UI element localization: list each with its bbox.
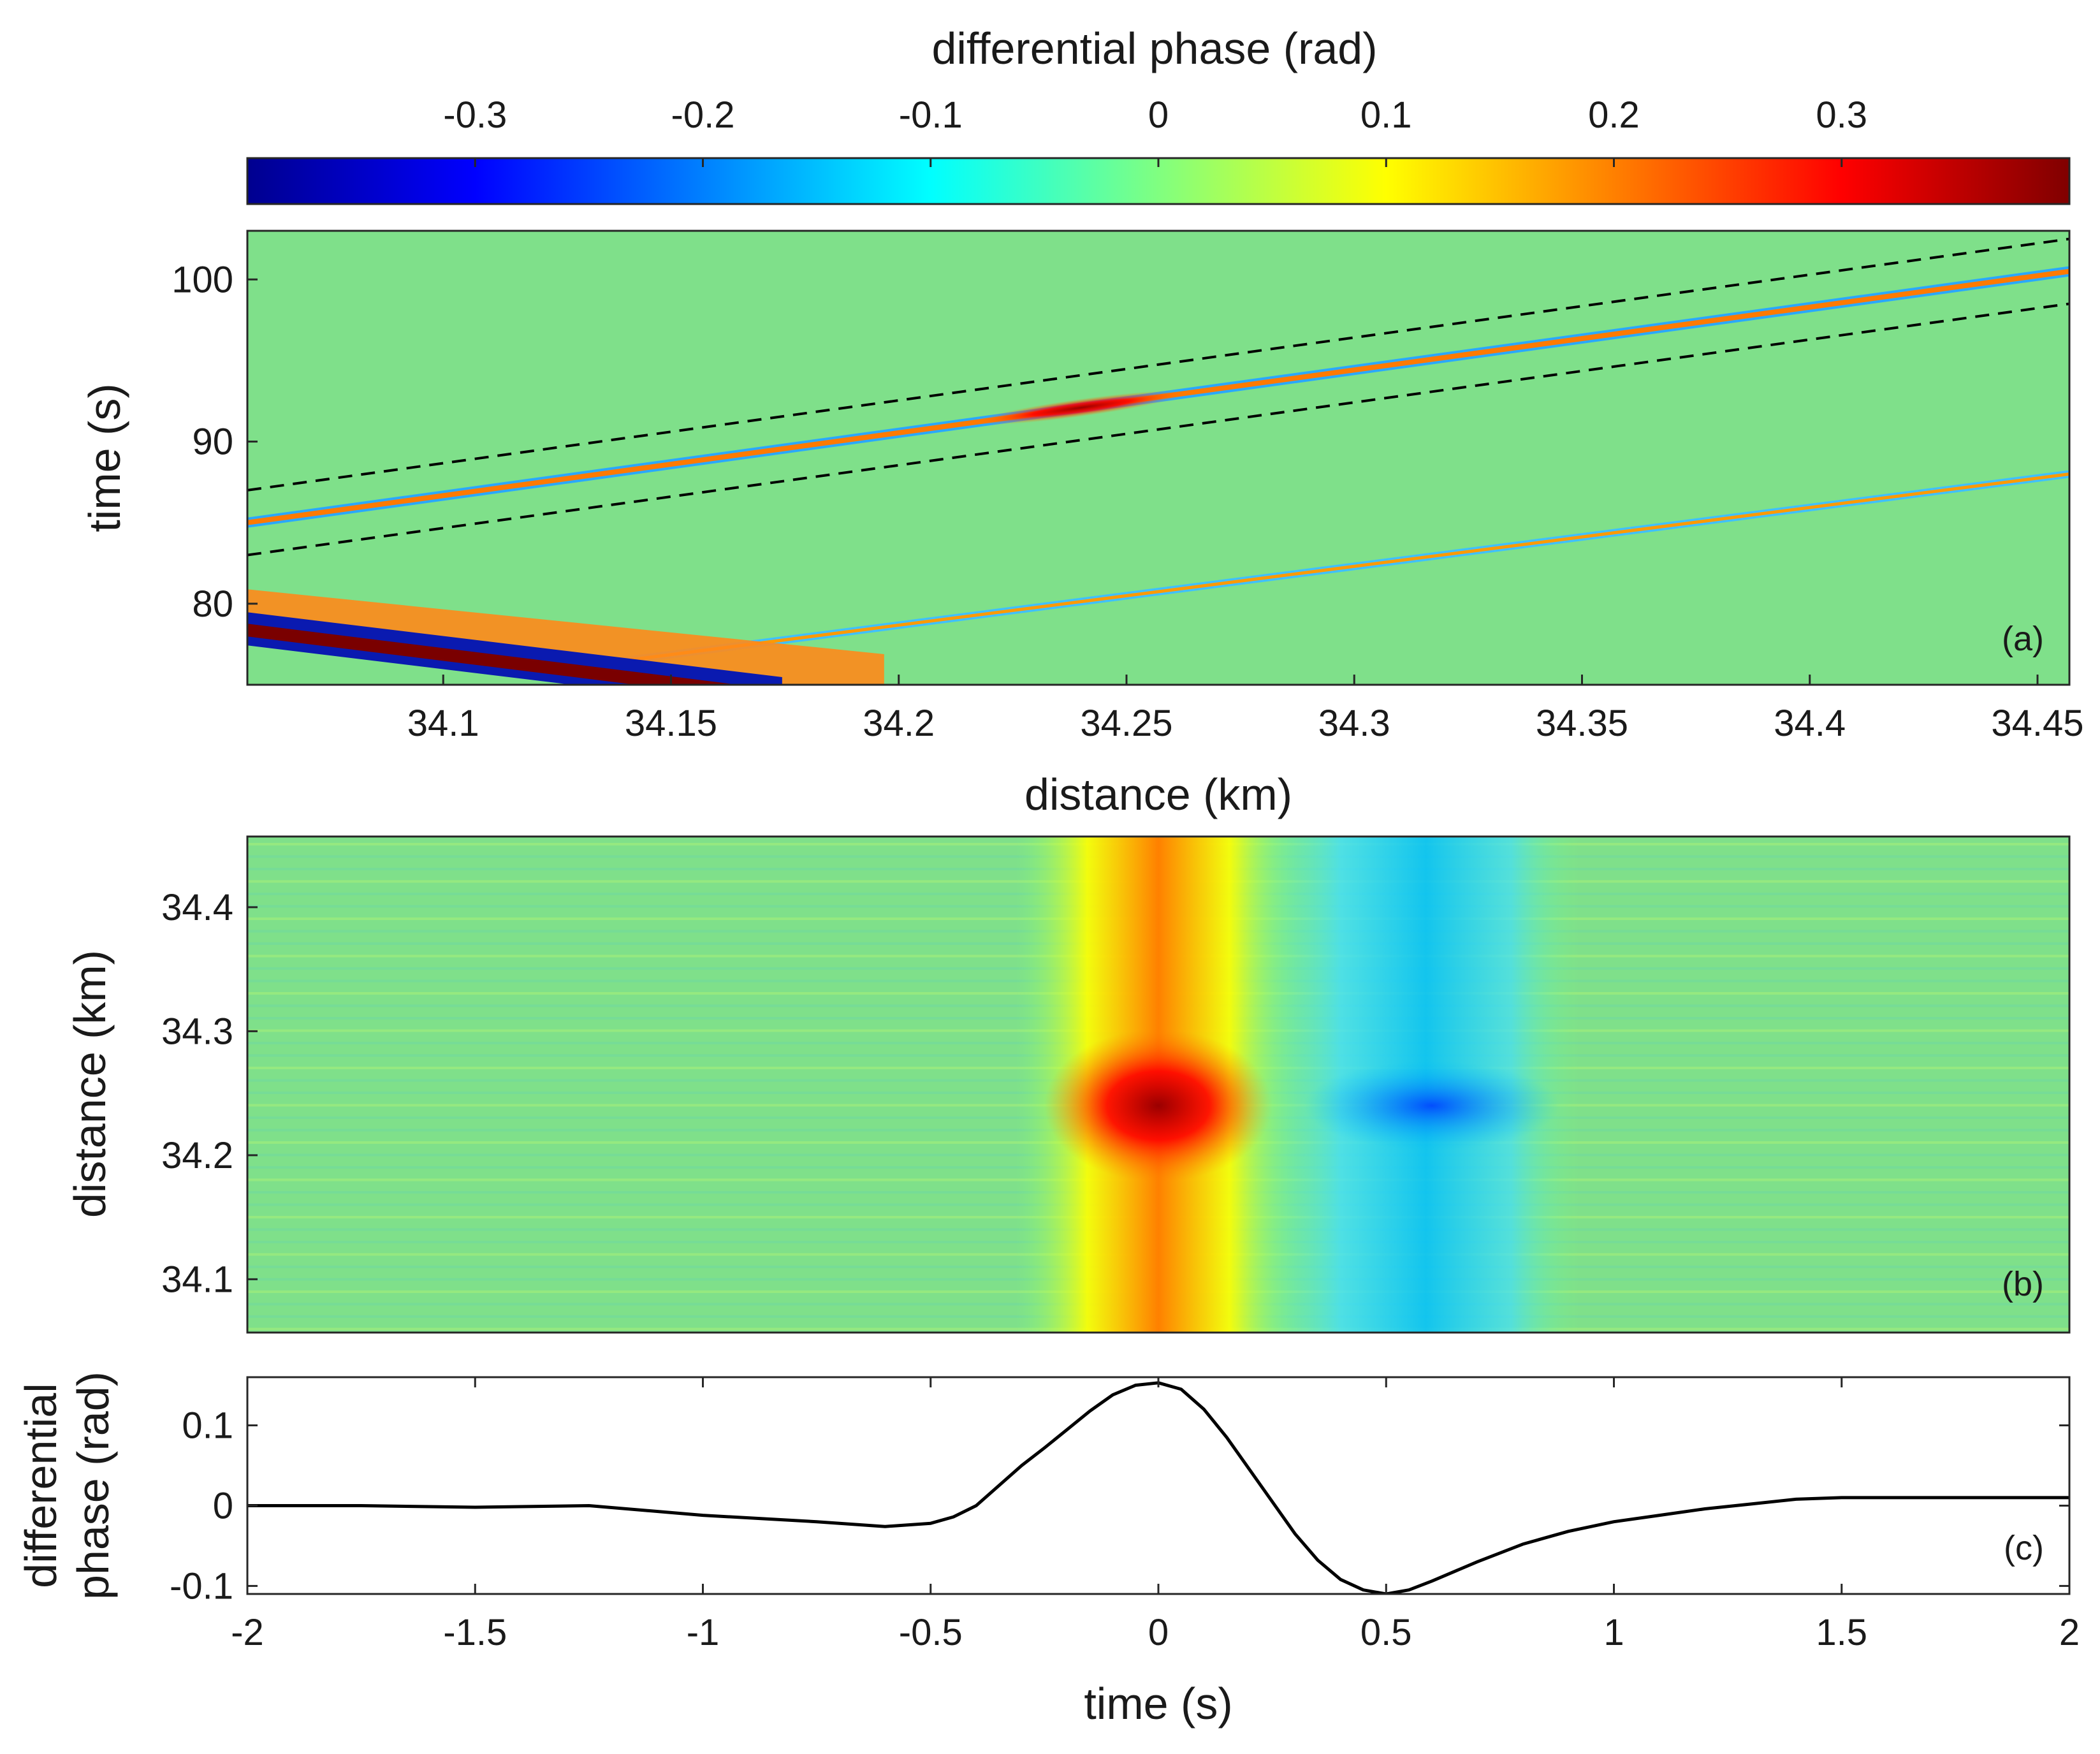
- colorbar-tick-label: 0: [1148, 94, 1169, 136]
- panel-a-ticks: 34.1 34.15 34.2 34.25 34.3 34.35 34.4 34.45 80 90…: [171, 259, 2083, 744]
- panel-c-ytick-label: 0: [213, 1485, 233, 1526]
- panel-a-ytick-label: 100: [171, 259, 233, 300]
- colorbar-tick-label: 0.3: [1816, 94, 1867, 136]
- panel-a: 34.1 34.15 34.2 34.25 34.3 34.35 34.4 34.45 80 90…: [80, 230, 2084, 819]
- panel-a-xtick-label: 34.35: [1536, 703, 1628, 744]
- panel-c-tag: (c): [2004, 1529, 2044, 1567]
- panel-b-tag: (b): [2002, 1265, 2044, 1303]
- colorbar-tick-label: 0.2: [1588, 94, 1640, 136]
- panel-c-ytick-label: -0.1: [170, 1565, 233, 1607]
- panel-b: 34.1 34.2 34.3 34.4 distance (km) (b): [65, 835, 2071, 1334]
- positive-band-peak: [1044, 1029, 1272, 1183]
- panel-c-xtick-label: -2: [231, 1612, 264, 1653]
- main-wave-peak: [973, 390, 1188, 425]
- window-line-lower: [247, 302, 2069, 557]
- panel-a-xtick-label: 34.2: [863, 703, 935, 744]
- colorbar-title: differential phase (rad): [931, 24, 1377, 73]
- colorbar-tick-label: -0.1: [899, 94, 963, 136]
- panel-c-xtick-label: 0: [1148, 1612, 1169, 1653]
- colorbar: differential phase (rad) -0.3 -0.2 -0.1 0 0.…: [246, 24, 2071, 205]
- near-field-orange: [247, 589, 884, 685]
- panel-b-ytick-label: 34.3: [161, 1011, 233, 1052]
- near-field-red: [247, 624, 739, 685]
- panel-c-ylabel-line1: differential: [16, 1383, 66, 1588]
- panel-b-ylabel: distance (km): [65, 950, 115, 1218]
- panel-a-ylabel: time (s): [80, 383, 129, 532]
- colorbar-tick-label: -0.3: [443, 94, 507, 136]
- panel-c-xtick-label: 2: [2059, 1612, 2080, 1653]
- panel-c-xtick-label: -0.5: [899, 1612, 963, 1653]
- panel-a-xtick-label: 34.15: [625, 703, 717, 744]
- panel-c-xtick-label: 1: [1603, 1612, 1624, 1653]
- panel-a-xtick-label: 34.1: [407, 703, 479, 744]
- panel-c-xtick-label: -1.5: [443, 1612, 507, 1653]
- panel-c-background: [247, 1377, 2069, 1594]
- colorbar-tick-label: -0.2: [671, 94, 735, 136]
- panel-c-ticks: -2 -1.5 -1 -0.5 0 0.5 1 1.5 2 -0.1 0 0.1: [170, 1377, 2080, 1653]
- panel-c-xlabel: time (s): [1084, 1679, 1232, 1728]
- panel-c-ylabel-line2: phase (rad): [68, 1371, 118, 1600]
- panel-c-xtick-label: 1.5: [1816, 1612, 1867, 1653]
- panel-b-ytick-label: 34.2: [161, 1135, 233, 1176]
- panel-c-ytick-label: 0.1: [182, 1405, 233, 1447]
- panel-a-ytick-label: 80: [192, 583, 233, 625]
- series-line-stacked-trace: [247, 1381, 2069, 1594]
- negative-band-peak: [1304, 1061, 1559, 1151]
- panel-b-bands: [247, 837, 2069, 1333]
- window-line-upper: [247, 237, 2069, 492]
- panel-c: -2 -1.5 -1 -0.5 0 0.5 1 1.5 2 -0.1 0 0.1 time (s) d…: [16, 1371, 2080, 1728]
- panel-a-frame: [246, 230, 2071, 686]
- secondary-wave-trace-core: [623, 472, 2069, 662]
- panel-a-ytick-label: 90: [192, 421, 233, 463]
- colorbar-frame: [246, 157, 2071, 205]
- panel-a-xlabel: distance (km): [1024, 770, 1292, 819]
- panel-b-ticks: 34.1 34.2 34.3 34.4: [161, 887, 258, 1300]
- panel-a-xtick-label: 34.4: [1774, 703, 1846, 744]
- panel-b-ytick-label: 34.1: [161, 1259, 233, 1300]
- panel-a-tag: (a): [2002, 620, 2044, 658]
- panel-a-field: [247, 231, 2069, 685]
- panel-c-xtick-label: -1: [687, 1612, 720, 1653]
- panel-a-xtick-label: 34.45: [1991, 703, 2083, 744]
- panel-c-xtick-label: 0.5: [1360, 1612, 1412, 1653]
- panel-a-xtick-label: 34.25: [1080, 703, 1172, 744]
- colorbar-ticks: -0.3 -0.2 -0.1 0 0.1 0.2 0.3: [443, 94, 1867, 167]
- panel-b-frame: [246, 835, 2071, 1334]
- near-field-blue: [247, 612, 782, 685]
- colorbar-tick-label: 0.1: [1360, 94, 1412, 136]
- panel-a-xtick-label: 34.3: [1318, 703, 1390, 744]
- panel-a-traces: [247, 237, 2069, 685]
- panel-b-ytick-label: 34.4: [161, 887, 233, 928]
